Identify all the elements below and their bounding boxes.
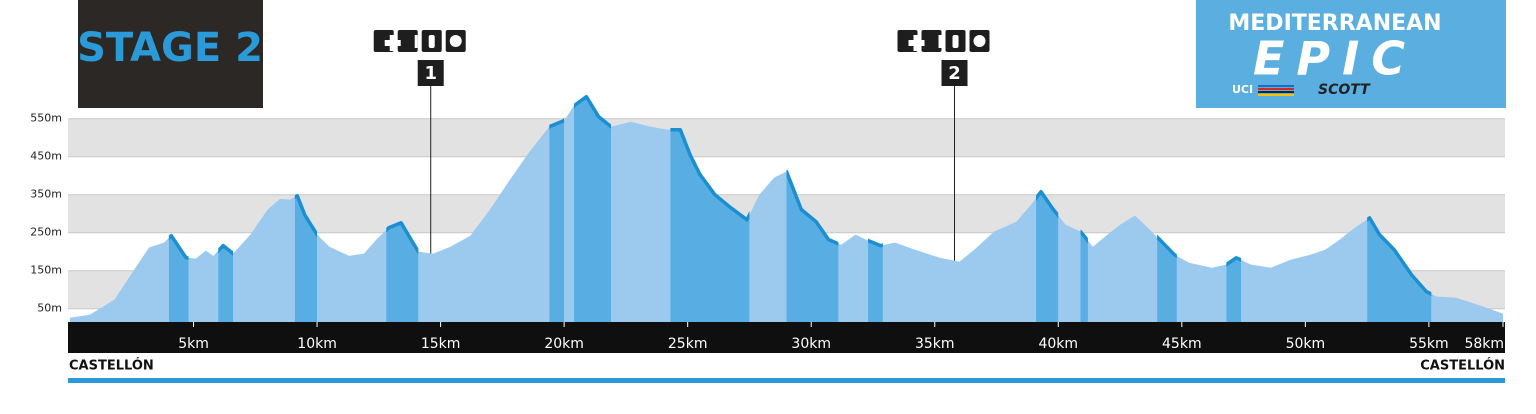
uci-stripe [1258,88,1294,90]
logo-uci: UCI [1232,83,1253,96]
logo-box [1196,0,1506,108]
uci-stripe [1258,91,1294,93]
icon-wheel [449,35,462,47]
uci-stripe [1258,85,1294,87]
x-tick-label: 50km [1286,336,1326,352]
logo-name: MEDITERRANEAN [1228,11,1441,36]
x-tick-label: 20km [544,336,584,352]
x-tick-label: 55km [1409,336,1449,352]
aid-number: 2 [948,63,961,84]
stage-box [78,0,263,108]
x-tick-label: 58km [1464,336,1504,352]
aid-number: 1 [424,63,437,84]
x-axis-bar [68,322,1505,353]
icon-tool [938,35,942,48]
logo-word: EPIC [1253,32,1417,86]
aid-icon [921,30,942,52]
aid-number-box [417,60,444,86]
x-tick-label: 40km [1038,336,1078,352]
icon-bottle [952,35,959,48]
x-tick-label: 25km [668,336,708,352]
y-tick-label: 350m [30,188,62,201]
y-tick-label: 450m [30,150,62,163]
icon-bottle [428,35,435,48]
x-tick-label: 45km [1162,336,1202,352]
icon-cross [908,35,925,51]
y-tick-label: 150m [30,264,62,277]
stage-title: STAGE 2 [77,25,263,71]
icon-cross [384,35,401,51]
x-tick-label: 10km [297,336,337,352]
aid-number-box [941,60,968,86]
start-label: CASTELLÓN [69,358,154,374]
x-tick-label: 15km [421,336,461,352]
logo-sponsor: SCOTT [1318,82,1371,98]
climb-section [574,96,612,322]
y-tick-label: 50m [37,302,62,315]
aid-icon [373,30,394,52]
aid-icons [897,30,990,52]
aid-icon [397,30,418,52]
route-bar [68,378,1505,383]
y-tick-label: 550m [30,112,62,125]
x-tick-label: 30km [791,336,831,352]
uci-stripe [1258,94,1294,96]
x-tick-label: 35km [915,336,955,352]
aid-icon [897,30,918,52]
icon-tool [414,35,418,48]
x-tick-label: 5km [178,336,209,352]
finish-label: CASTELLÓN [1420,358,1505,374]
aid-icons [373,30,466,52]
climb-section [549,96,565,322]
grid-band [68,118,1505,157]
y-tick-label: 250m [30,226,62,239]
icon-wheel [973,35,986,47]
